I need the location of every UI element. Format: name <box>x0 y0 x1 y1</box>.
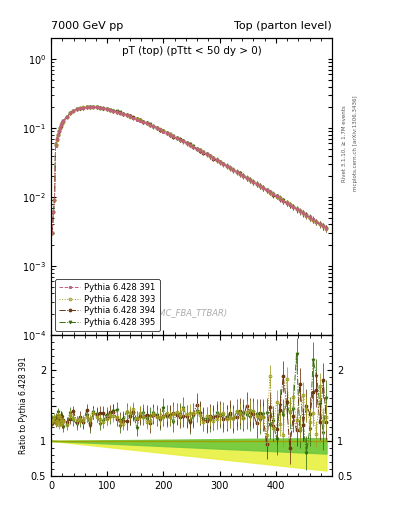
Text: pT (top) (pTtt < 50 dy > 0): pT (top) (pTtt < 50 dy > 0) <box>122 46 261 56</box>
Text: 7000 GeV pp: 7000 GeV pp <box>51 20 123 31</box>
Text: Rivet 3.1.10, ≥ 1.7M events: Rivet 3.1.10, ≥ 1.7M events <box>342 105 347 182</box>
Y-axis label: Ratio to Pythia 6.428 391: Ratio to Pythia 6.428 391 <box>19 357 28 454</box>
Legend: Pythia 6.428 391, Pythia 6.428 393, Pythia 6.428 394, Pythia 6.428 395: Pythia 6.428 391, Pythia 6.428 393, Pyth… <box>55 279 160 331</box>
Text: Top (parton level): Top (parton level) <box>234 20 332 31</box>
Text: (MC_FBA_TTBAR): (MC_FBA_TTBAR) <box>156 308 228 317</box>
Text: mcplots.cern.ch [arXiv:1306.3436]: mcplots.cern.ch [arXiv:1306.3436] <box>353 96 358 191</box>
